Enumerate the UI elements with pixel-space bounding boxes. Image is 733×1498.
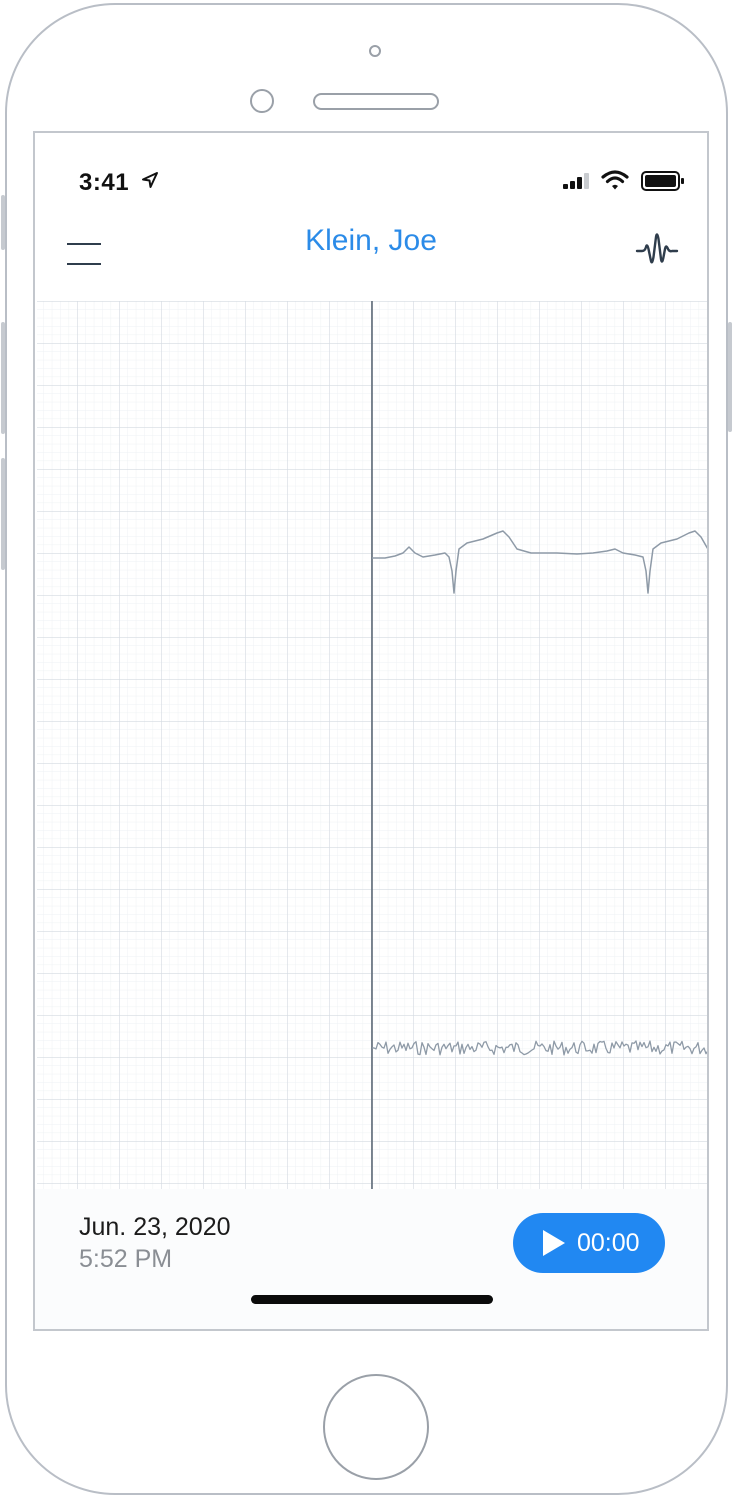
ecg-trace-lead-1 [372,530,707,594]
wifi-icon [601,170,629,190]
ecg-strip[interactable] [37,301,709,1189]
proximity-sensor [250,89,274,113]
earpiece-speaker [313,93,439,110]
volume-down-button [1,458,5,570]
volume-up-button [1,322,5,434]
menu-button[interactable] [65,233,105,273]
recording-footer: Jun. 23, 2020 5:52 PM 00:00 [35,1189,707,1329]
home-indicator [251,1295,493,1304]
front-camera [369,45,381,57]
cellular-signal-icon [563,173,589,189]
recording-time: 5:52 PM [79,1245,173,1273]
play-icon [543,1230,565,1256]
app-screen: 3:41 Klein, Joe [33,131,709,1331]
status-bar: 3:41 [35,133,707,213]
waveform-icon[interactable] [635,227,679,271]
patient-name: Klein, Joe [305,224,437,257]
hamburger-menu-icon [67,243,101,245]
hamburger-menu-icon [67,263,101,265]
nav-header: Klein, Joe [35,213,707,301]
ecg-grid [37,301,707,1189]
location-arrow-icon [142,172,158,188]
play-button[interactable]: 00:00 [513,1213,665,1273]
home-button[interactable] [323,1374,429,1480]
recording-date: Jun. 23, 2020 [79,1213,231,1241]
status-time: 3:41 [79,169,130,196]
power-button [728,322,732,432]
playback-time: 00:00 [577,1229,640,1257]
battery-icon [641,171,684,191]
mute-switch [1,195,5,250]
ecg-trace-lead-2 [371,1040,707,1056]
